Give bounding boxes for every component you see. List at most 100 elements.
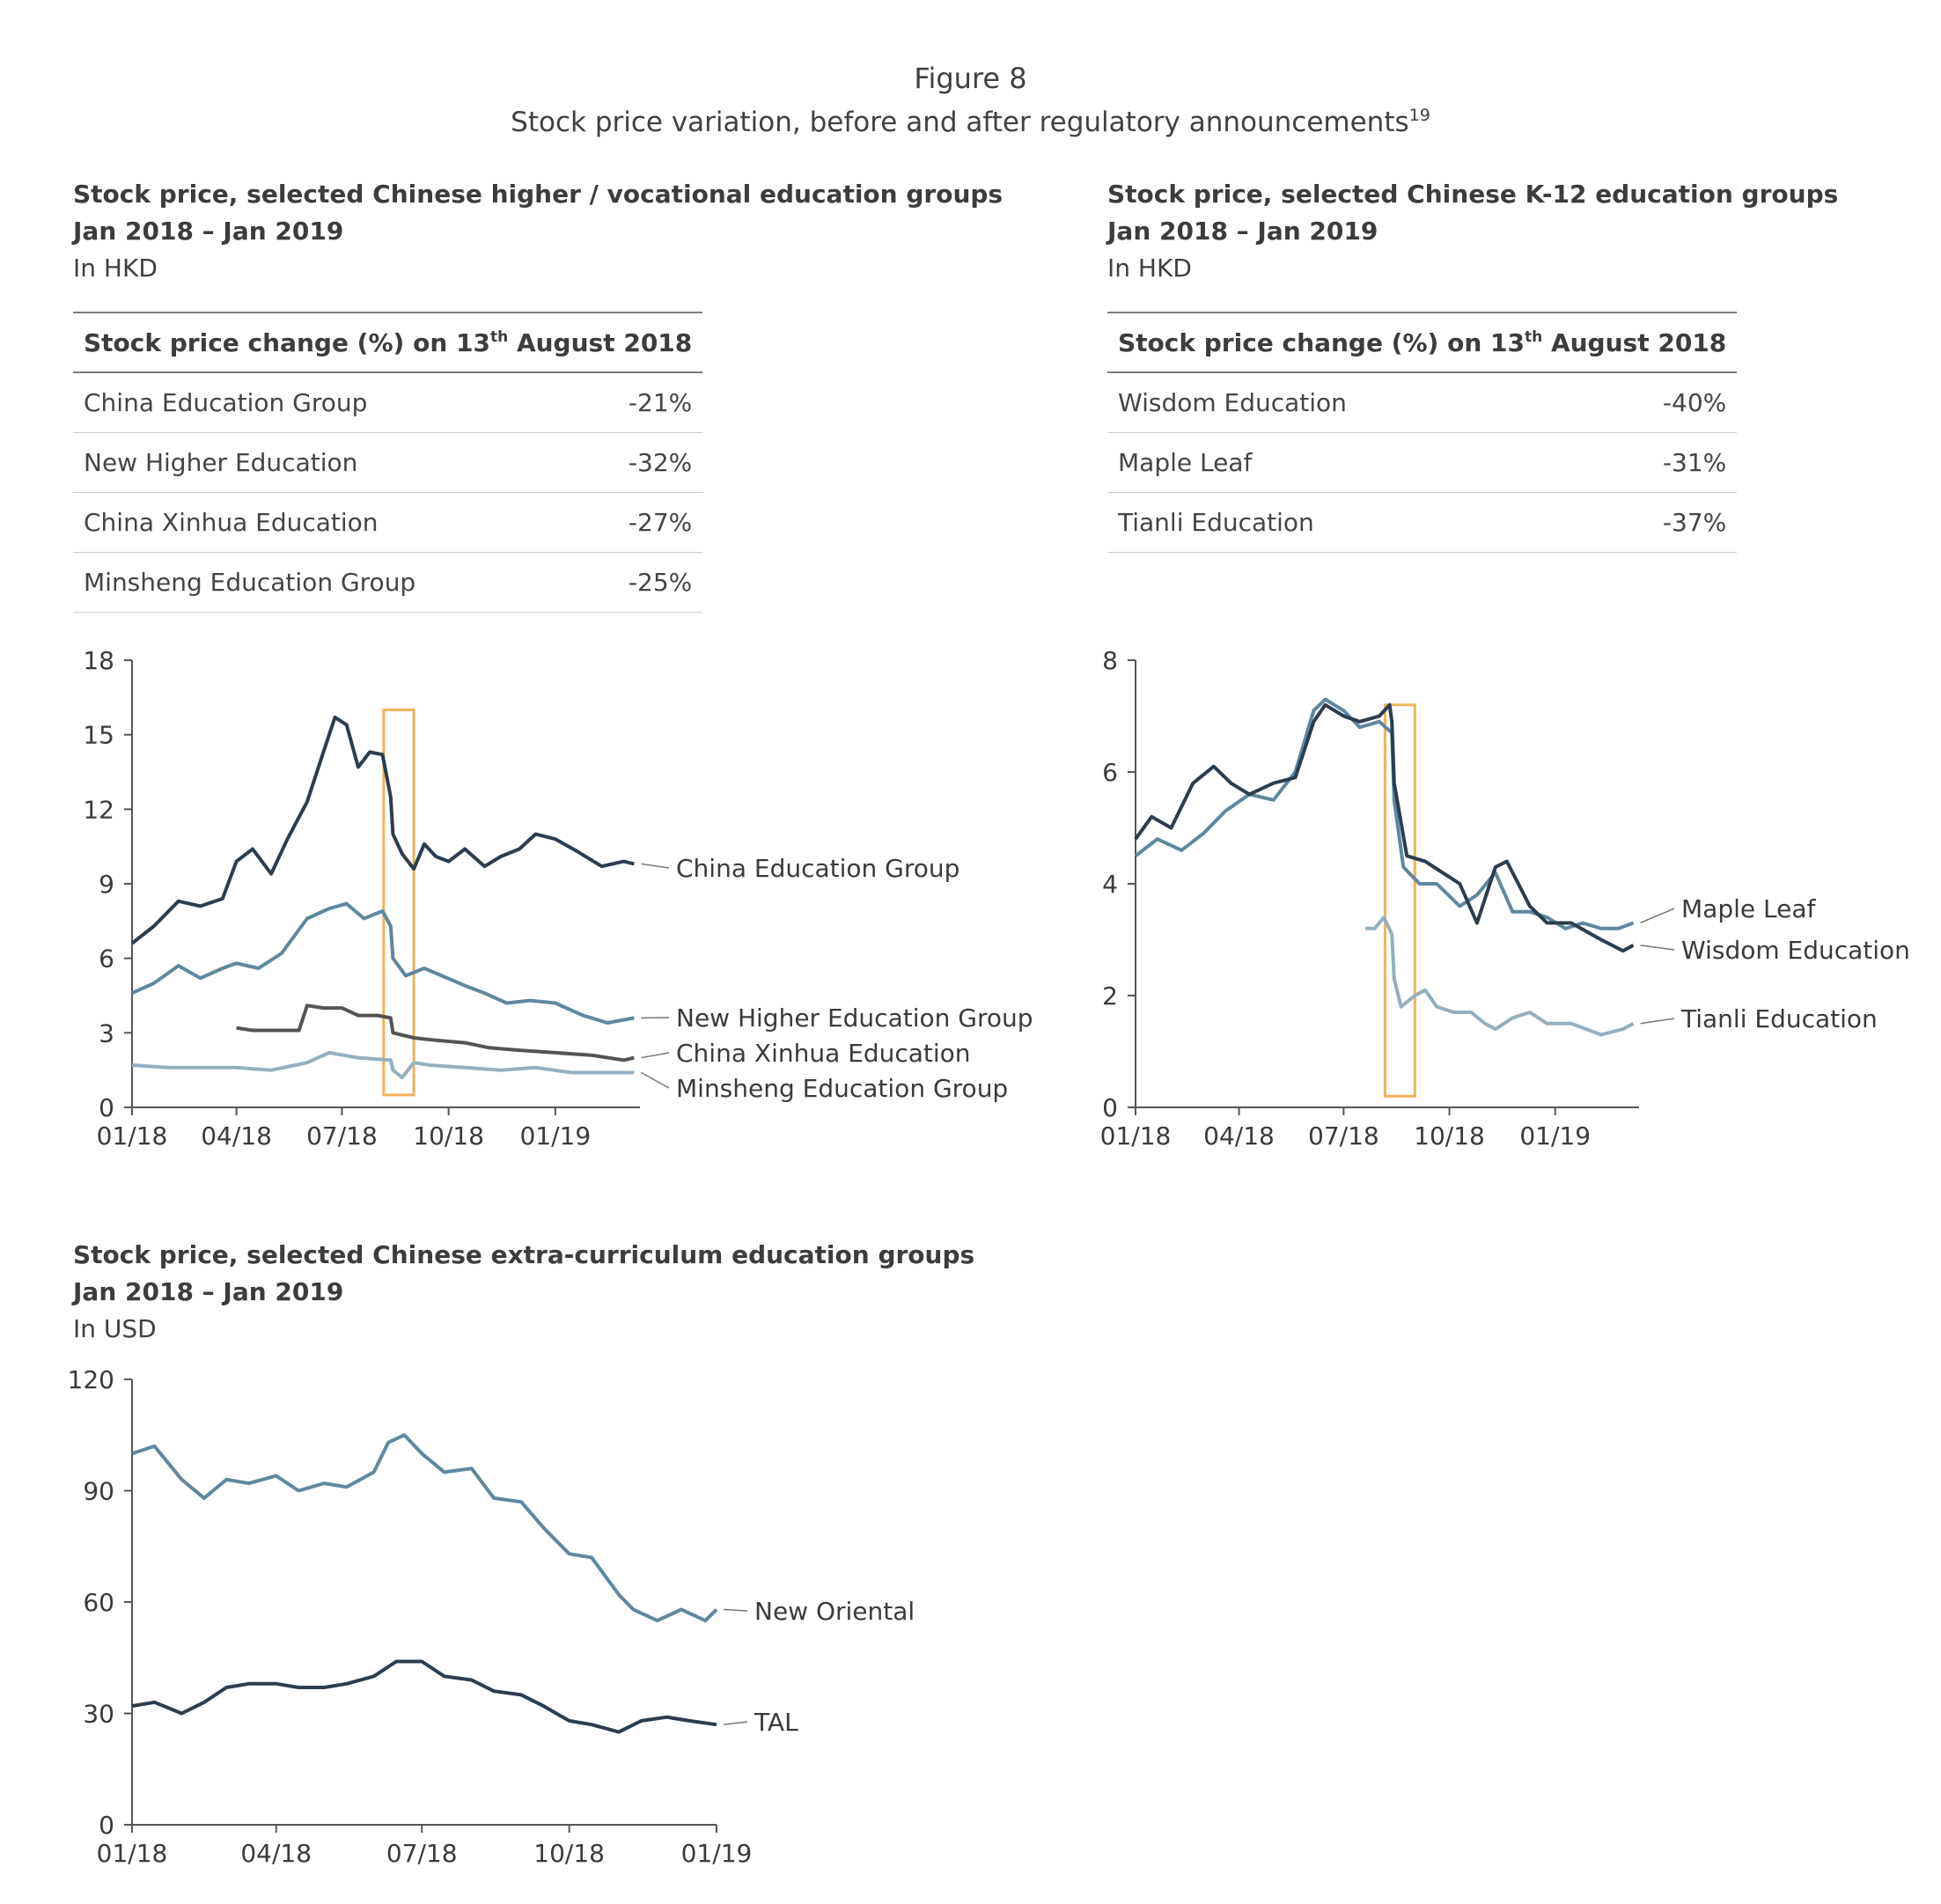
x-tick-label: 01/19 [681,1839,753,1868]
table-header-suffix: August 2018 [1542,327,1727,357]
x-tick-label: 04/18 [1203,1121,1275,1150]
figure-header: Figure 8 Stock price variation, before a… [0,62,1941,138]
x-tick-label: 04/18 [240,1839,312,1868]
company-name: China Education Group [73,372,581,433]
series-label-maple-leaf: Maple Leaf [1681,894,1816,923]
y-tick-label: 90 [83,1477,114,1506]
table-header-prefix: Stock price change (%) on 13 [1118,327,1525,357]
x-tick-label: 01/18 [97,1121,168,1150]
table-row: China Education Group -21% [73,372,703,433]
series-label-tal: TAL [754,1708,798,1737]
panel-title: Stock price, selected Chinese extra-curr… [73,1240,975,1269]
x-tick-label: 10/18 [533,1839,605,1868]
series-leader-line [1640,1018,1675,1025]
y-tick-label: 0 [1102,1093,1118,1122]
series-leader-line [641,1052,670,1059]
series-label-new-oriental: New Oriental [754,1597,915,1626]
y-tick-label: 0 [99,1811,114,1840]
figure-subtitle-text: Stock price variation, before and after … [511,107,1409,138]
panel-date-range: Jan 2018 – Jan 2019 [1107,217,1379,246]
series-line-new-higher-education-group [131,901,635,1025]
y-tick-label: 2 [1102,981,1118,1011]
series-line-minsheng-education-group [131,1050,635,1080]
table-row: Minsheng Education Group -25% [73,552,703,613]
y-tick-label: 8 [1102,646,1118,675]
table-row: China Xinhua Education -27% [73,492,703,553]
series-leader-line [1640,908,1675,924]
panel-title: Stock price, selected Chinese K-12 educa… [1107,180,1839,209]
panel-extra-curriculum: Stock price, selected Chinese extra-curr… [73,1237,974,1348]
series-line-china-education-group [130,715,635,945]
y-tick-label: 18 [83,646,114,675]
company-name: Wisdom Education [1107,372,1578,433]
price-change: -31% [1577,432,1738,493]
price-change: -40% [1577,372,1738,433]
y-tick-label: 6 [99,945,114,974]
series-label-new-higher-education-group: New Higher Education Group [676,1003,1033,1033]
panel-unit: In HKD [1107,254,1192,283]
series-leader-line [1640,945,1675,951]
table-header-suffix: August 2018 [508,327,693,357]
x-tick-label: 04/18 [201,1121,272,1150]
price-change: -32% [580,432,703,493]
announcement-highlight-box [1383,703,1416,1098]
table-header-sup: th [489,327,509,346]
series-leader-line [723,1608,748,1612]
price-change-table: Stock price change (%) on 13th August 20… [1107,312,1738,553]
y-tick-label: 6 [1102,758,1118,787]
panel-higher-vocational: Stock price, selected Chinese higher / v… [73,176,1003,613]
footnote-mark: 19 [1408,106,1430,125]
company-name: Maple Leaf [1107,432,1578,493]
price-change: -25% [580,552,703,613]
company-name: Tianli Education [1107,492,1578,553]
y-tick-label: 60 [83,1588,114,1617]
table-row: Tianli Education -37% [1107,492,1738,553]
y-tick-label: 0 [99,1093,114,1122]
series-label-wisdom-education: Wisdom Education [1681,936,1910,965]
x-tick-label: 01/19 [1519,1121,1591,1150]
y-tick-label: 120 [68,1365,114,1394]
panel-date-range: Jan 2018 – Jan 2019 [73,217,344,246]
panel-date-range: Jan 2018 – Jan 2019 [73,1277,344,1306]
x-tick-label: 10/18 [413,1121,484,1150]
table-header-row: Stock price change (%) on 13th August 20… [73,312,703,373]
series-leader-line [641,863,670,869]
x-tick-label: 01/19 [519,1121,591,1150]
series-label-tianli-education: Tianli Education [1680,1004,1878,1033]
series-label-minsheng-education-group: Minsheng Education Group [676,1074,1008,1103]
panel-unit: In USD [73,1314,157,1343]
y-tick-label: 4 [1102,870,1118,899]
panel-k12: Stock price, selected Chinese K-12 educa… [1107,176,1838,553]
series-leader-line [723,1721,748,1725]
series-line-wisdom-education [1134,702,1635,953]
table-header-prefix: Stock price change (%) on 13 [84,327,490,357]
y-tick-label: 9 [99,870,114,899]
y-tick-label: 3 [99,1018,114,1048]
series-label-china-xinhua-education: China Xinhua Education [676,1039,971,1068]
price-change-table: Stock price change (%) on 13th August 20… [73,312,703,613]
price-change: -21% [580,372,703,433]
table-row: Wisdom Education -40% [1107,372,1738,433]
x-tick-label: 10/18 [1414,1121,1485,1150]
y-tick-label: 12 [83,795,114,824]
announcement-highlight-box [382,708,415,1097]
table-header: Stock price change (%) on 13th August 20… [73,312,703,373]
company-name: China Xinhua Education [73,492,581,553]
series-line-maple-leaf [1134,697,1635,930]
series-line-china-xinhua-education [236,1003,635,1062]
price-change: -27% [580,492,703,553]
table-header-row: Stock price change (%) on 13th August 20… [1107,312,1738,373]
x-tick-label: 07/18 [386,1839,458,1868]
figure-number: Figure 8 [914,62,1027,95]
company-name: Minsheng Education Group [73,552,581,613]
price-change: -37% [1577,492,1738,553]
table-header-sup: th [1524,327,1543,346]
series-line-tal [131,1659,717,1734]
series-line-new-oriental [131,1433,718,1623]
x-tick-label: 07/18 [1308,1121,1379,1150]
company-name: New Higher Education [73,432,581,493]
series-label-china-education-group: China Education Group [676,854,959,883]
x-tick-label: 07/18 [306,1121,378,1150]
